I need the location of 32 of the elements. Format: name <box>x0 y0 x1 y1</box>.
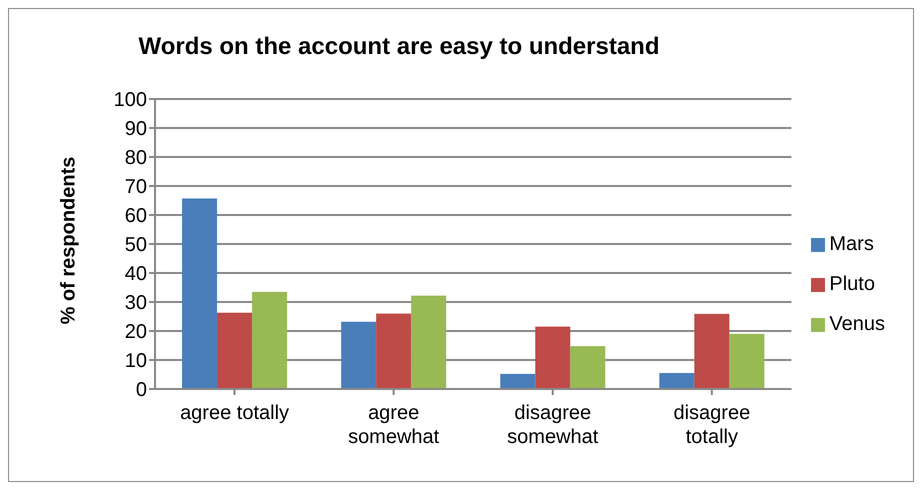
legend-label: Venus <box>829 313 885 335</box>
bar <box>570 346 606 389</box>
bar <box>500 374 536 389</box>
y-tick-label: 20 <box>124 321 147 344</box>
y-tick-label: 0 <box>136 379 147 402</box>
y-tick-label: 30 <box>124 292 147 314</box>
bar <box>182 198 218 389</box>
bar <box>535 326 570 389</box>
bar <box>411 296 446 389</box>
x-tick-label: disagree totally <box>673 402 750 448</box>
legend-label: Mars <box>829 233 874 255</box>
y-axis-title: % of respondents <box>58 156 80 324</box>
bar <box>341 322 376 389</box>
bar <box>252 292 288 389</box>
bar <box>217 312 252 389</box>
bar <box>729 334 764 389</box>
x-tick-label: agree totally <box>180 402 290 424</box>
y-tick-label: 100 <box>114 89 147 112</box>
y-tick-label: 70 <box>124 176 147 198</box>
x-tick-label: disagree somewhat <box>507 402 599 448</box>
legend-label: Pluto <box>829 273 875 295</box>
y-tick-label: 90 <box>124 118 147 140</box>
y-tick-label: 60 <box>124 205 147 228</box>
x-tick-label: agree somewhat <box>348 402 440 448</box>
bar <box>659 373 694 389</box>
chart-title: Words on the account are easy to understand <box>138 33 660 61</box>
y-tick-label: 50 <box>124 234 147 256</box>
bar <box>694 314 730 389</box>
bar <box>376 314 412 389</box>
y-tick-label: 10 <box>124 350 147 372</box>
y-tick-label: 80 <box>124 147 147 170</box>
y-tick-label: 40 <box>124 263 147 286</box>
